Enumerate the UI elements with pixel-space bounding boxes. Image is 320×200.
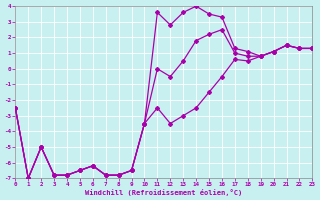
X-axis label: Windchill (Refroidissement éolien,°C): Windchill (Refroidissement éolien,°C) (85, 189, 243, 196)
